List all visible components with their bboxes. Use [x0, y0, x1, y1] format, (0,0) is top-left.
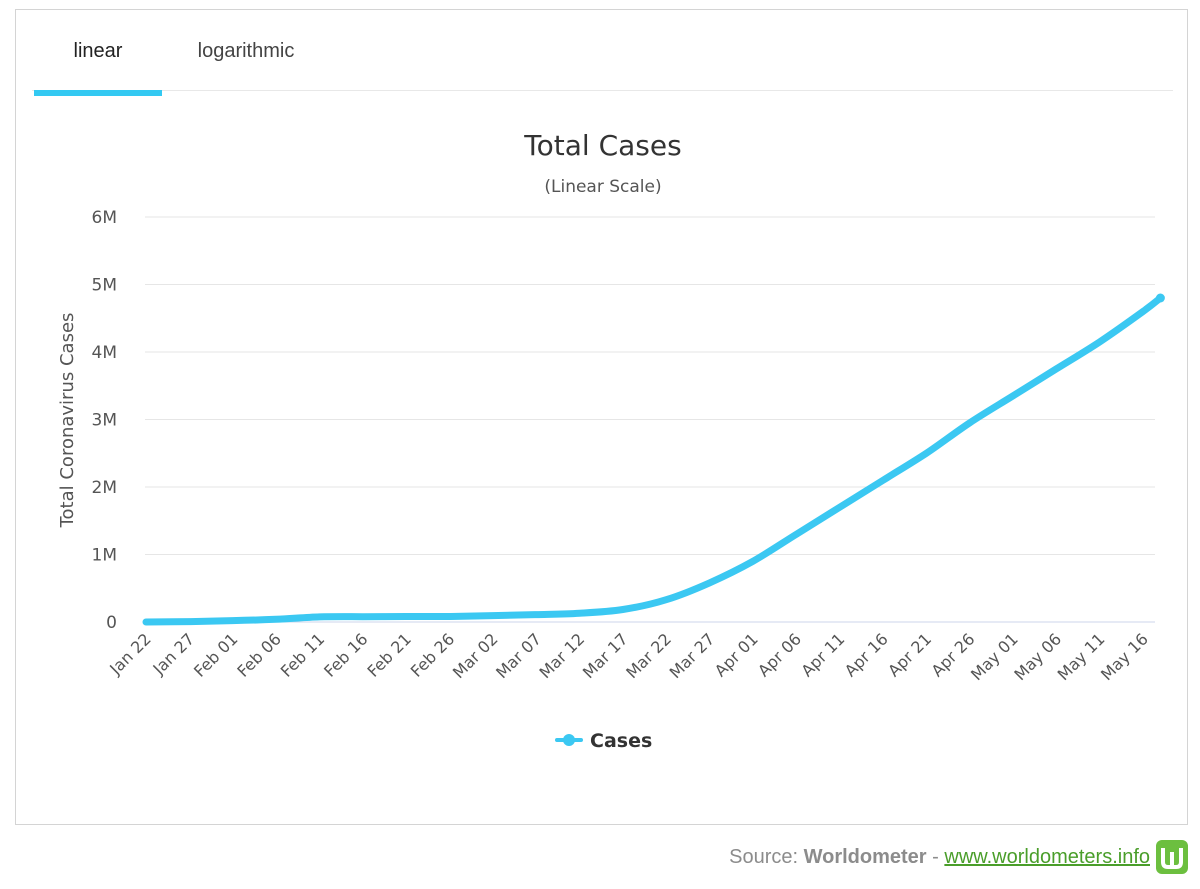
x-tick-label: May 06: [1010, 629, 1065, 684]
y-tick-label: 5M: [92, 276, 117, 296]
x-tick-label: Mar 17: [579, 629, 632, 682]
chart-title: Total Cases: [523, 129, 681, 162]
x-tick-label: Feb 11: [277, 629, 328, 680]
y-tick-label: 6M: [92, 208, 117, 228]
y-tick-label: 3M: [92, 411, 117, 431]
source-prefix: Source:: [729, 846, 804, 868]
chart-subtitle: (Linear Scale): [544, 177, 661, 197]
x-tick-label: Mar 27: [666, 629, 719, 682]
legend[interactable]: Cases: [555, 730, 652, 752]
legend-label: Cases: [590, 730, 652, 752]
x-tick-label: Jan 22: [105, 629, 155, 679]
x-tick-label: Mar 22: [622, 629, 675, 682]
x-tick-label: Apr 11: [797, 629, 848, 680]
tab-linear[interactable]: linear: [73, 40, 123, 62]
y-axis-title: Total Coronavirus Cases: [57, 313, 78, 529]
scale-tabs: linear logarithmic: [16, 10, 1187, 96]
source-brand: Worldometer: [803, 846, 927, 868]
source-link[interactable]: www.worldometers.info: [944, 846, 1150, 868]
tabs-divider: [32, 90, 1173, 91]
x-tick-label: Feb 16: [320, 629, 371, 680]
worldometer-logo: [1156, 840, 1188, 874]
x-tick-label: Mar 07: [492, 629, 545, 682]
x-tick-label: May 01: [967, 629, 1022, 684]
x-tick-label: Apr 01: [711, 629, 762, 680]
x-tick-label: Jan 27: [149, 629, 199, 679]
x-tick-label: Feb 26: [407, 629, 458, 680]
y-tick-label: 4M: [92, 343, 117, 363]
source-separator: -: [926, 846, 945, 868]
y-tick-label: 1M: [92, 546, 117, 566]
x-tick-label: Feb 21: [363, 629, 414, 680]
x-tick-label: May 16: [1097, 629, 1152, 684]
series-endpoint: [1155, 293, 1165, 303]
x-tick-label: Mar 02: [449, 629, 502, 682]
tab-logarithmic[interactable]: logarithmic: [197, 40, 295, 62]
total-cases-chart: Total Cases (Linear Scale) Total Coronav…: [57, 129, 1165, 752]
x-tick-label: Apr 06: [754, 629, 805, 680]
legend-marker: [563, 734, 575, 746]
series-line-cases: [142, 294, 1164, 626]
x-tick-label: Feb 01: [190, 629, 241, 680]
x-tick-label: Feb 06: [233, 629, 284, 680]
source-credit: Source: Worldometer - www.worldometers.i…: [729, 846, 1150, 869]
y-tick-label: 2M: [92, 478, 117, 498]
gridlines: [145, 216, 1155, 623]
x-tick-label: Apr 21: [884, 629, 935, 680]
x-tick-label: Mar 12: [536, 629, 589, 682]
x-tick-label: May 11: [1054, 629, 1109, 684]
chart-card: linear logarithmic: [15, 9, 1188, 825]
worldometer-logo-icon: [1161, 848, 1183, 869]
active-tab-indicator: [34, 90, 162, 96]
x-tick-label: Apr 16: [841, 629, 892, 680]
y-tick-label: 0: [106, 613, 117, 633]
series-cases: [142, 293, 1165, 626]
y-axis-ticks: 0 1M 2M 3M 4M 5M 6M: [92, 208, 117, 633]
